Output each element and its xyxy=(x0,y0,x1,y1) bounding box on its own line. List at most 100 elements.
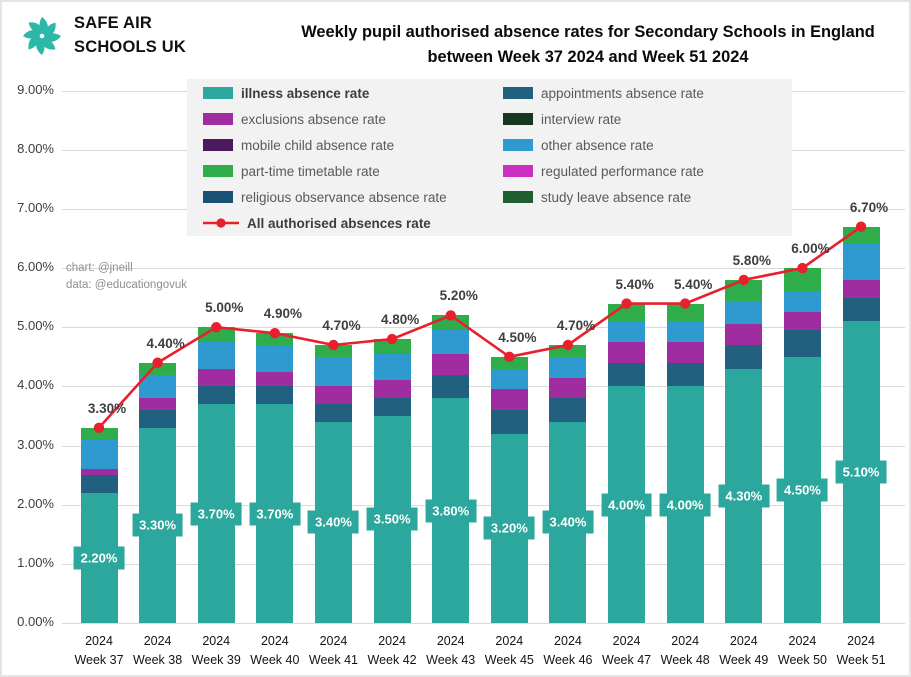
logo-text-line1: SAFE AIR xyxy=(74,14,152,33)
bar-segment xyxy=(139,410,177,428)
safe-air-logo: SAFE AIR SCHOOLS UK xyxy=(18,12,186,60)
y-axis-tick-label: 8.00% xyxy=(17,140,54,156)
x-tick-week: Week 51 xyxy=(836,653,886,668)
legend-item: interview rate xyxy=(503,111,621,127)
illness-rate-label: 5.10% xyxy=(835,460,887,484)
illness-rate-label: 4.50% xyxy=(777,478,828,502)
x-tick-week: Week 37 xyxy=(74,653,124,668)
legend-item: regulated performance rate xyxy=(503,163,704,179)
x-axis-tick-label: 2024 Week 39 xyxy=(183,632,249,671)
bar-segment xyxy=(80,475,118,493)
bar-segment xyxy=(432,353,470,375)
bar-segment xyxy=(256,344,294,372)
chart-title-line2: between Week 37 2024 and Week 51 2024 xyxy=(427,48,749,67)
x-axis-tick-label: 2024 Week 50 xyxy=(769,632,835,671)
bar-segment xyxy=(490,410,528,434)
bar-segment xyxy=(725,279,763,301)
bar-segment xyxy=(549,398,587,422)
y-axis-tick-label: 7.00% xyxy=(17,199,54,215)
x-tick-week: Week 50 xyxy=(777,653,827,668)
bar-segment xyxy=(432,315,470,331)
gridline xyxy=(62,623,905,624)
logo-text: SAFE AIR SCHOOLS UK xyxy=(74,12,186,60)
legend-swatch-icon xyxy=(203,191,233,203)
bar-segment xyxy=(549,356,587,378)
legend-item-label: mobile child absence rate xyxy=(241,137,395,153)
bar-segment xyxy=(549,377,587,399)
x-tick-year: 2024 xyxy=(671,634,700,648)
x-axis-tick-label: 2024 Week 49 xyxy=(711,632,777,671)
gridline xyxy=(62,504,905,506)
legend-item-label: appointments absence rate xyxy=(541,85,704,101)
legend-item: part-time timetable rate xyxy=(203,163,380,179)
bar-segment xyxy=(432,374,470,399)
bar-segment xyxy=(666,342,704,363)
credit-chart-author: chart: @jneill xyxy=(66,262,133,274)
bar-segment xyxy=(139,374,177,399)
legend-swatch-icon xyxy=(503,113,533,125)
illness-rate-label: 3.40% xyxy=(542,510,594,534)
x-axis-tick-label: 2024 Week 51 xyxy=(828,632,894,671)
gridline xyxy=(62,386,905,388)
x-tick-week: Week 46 xyxy=(543,653,593,668)
legend-item-label: interview rate xyxy=(541,111,622,127)
x-axis-tick-label: 2024 Week 48 xyxy=(652,632,718,671)
credit-data-source: data: @educationgovuk xyxy=(66,279,188,292)
bar-segment xyxy=(783,330,821,357)
x-tick-year: 2024 xyxy=(85,634,113,648)
legend-swatch-icon xyxy=(503,87,533,99)
total-rate-label: 6.00% xyxy=(791,241,830,257)
gridline xyxy=(62,327,905,329)
legend-item: religious observance absence rate xyxy=(203,189,447,205)
legend-item: All authorised absences rate xyxy=(203,215,431,231)
total-rate-label: 4.40% xyxy=(146,335,185,351)
total-rate-label: 5.20% xyxy=(439,288,478,304)
bar-segment xyxy=(490,356,528,369)
x-tick-year: 2024 xyxy=(612,634,641,648)
legend-swatch-icon xyxy=(203,139,233,151)
legend-item-label: study leave absence rate xyxy=(541,189,692,205)
y-axis-tick-label: 2.00% xyxy=(17,495,54,511)
x-axis-tick-label: 2024 Week 46 xyxy=(535,632,601,671)
bar-segment xyxy=(490,389,528,411)
x-axis-tick-label: 2024 Week 37 xyxy=(66,632,132,671)
bar-segment xyxy=(608,321,646,343)
x-axis-tick-label: 2024 Week 43 xyxy=(418,632,484,671)
bar-segment xyxy=(608,342,646,363)
x-tick-year: 2024 xyxy=(378,634,406,648)
total-rate-label: 3.30% xyxy=(87,400,127,416)
x-axis-tick-label: 2024 Week 45 xyxy=(476,632,542,671)
bar-segment xyxy=(197,386,235,405)
legend-item-label: other absence rate xyxy=(541,137,654,153)
chart-title: Weekly pupil authorised absence rates fo… xyxy=(270,20,906,71)
bar-segment xyxy=(608,303,646,322)
legend-item-label: exclusions absence rate xyxy=(241,111,386,127)
safe-air-logo-icon xyxy=(23,17,61,55)
bar-segment xyxy=(842,226,880,245)
total-rate-label: 5.00% xyxy=(205,300,244,316)
bar-segment xyxy=(373,398,411,416)
x-axis-tick-label: 2024 Week 42 xyxy=(359,632,425,671)
bar-segment xyxy=(725,324,763,345)
total-rate-label: 4.90% xyxy=(263,306,302,322)
x-axis-tick-label: 2024 Week 38 xyxy=(125,632,191,671)
legend-item: appointments absence rate xyxy=(503,85,704,101)
x-tick-week: Week 42 xyxy=(367,653,417,668)
illness-rate-label: 4.00% xyxy=(659,493,711,517)
bar-segment xyxy=(197,342,235,369)
total-rate-label: 5.40% xyxy=(674,276,713,292)
bar-segment xyxy=(432,330,470,354)
chart-title-line1: Weekly pupil authorised absence rates fo… xyxy=(301,23,875,41)
bar-segment xyxy=(373,353,411,381)
bar-segment xyxy=(139,398,177,411)
total-rate-label: 4.50% xyxy=(498,329,537,345)
total-rate-label: 4.80% xyxy=(380,312,420,328)
bar-segment xyxy=(80,439,118,470)
y-axis-tick-label: 4.00% xyxy=(17,377,54,393)
legend-swatch-icon xyxy=(503,165,533,177)
x-axis-tick-label: 2024 Week 41 xyxy=(300,632,366,671)
total-rate-label: 5.40% xyxy=(615,276,654,292)
bar-segment xyxy=(842,244,880,280)
bar-segment xyxy=(373,339,411,354)
